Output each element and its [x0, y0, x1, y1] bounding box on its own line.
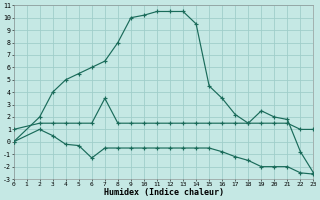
X-axis label: Humidex (Indice chaleur): Humidex (Indice chaleur)	[103, 188, 223, 197]
